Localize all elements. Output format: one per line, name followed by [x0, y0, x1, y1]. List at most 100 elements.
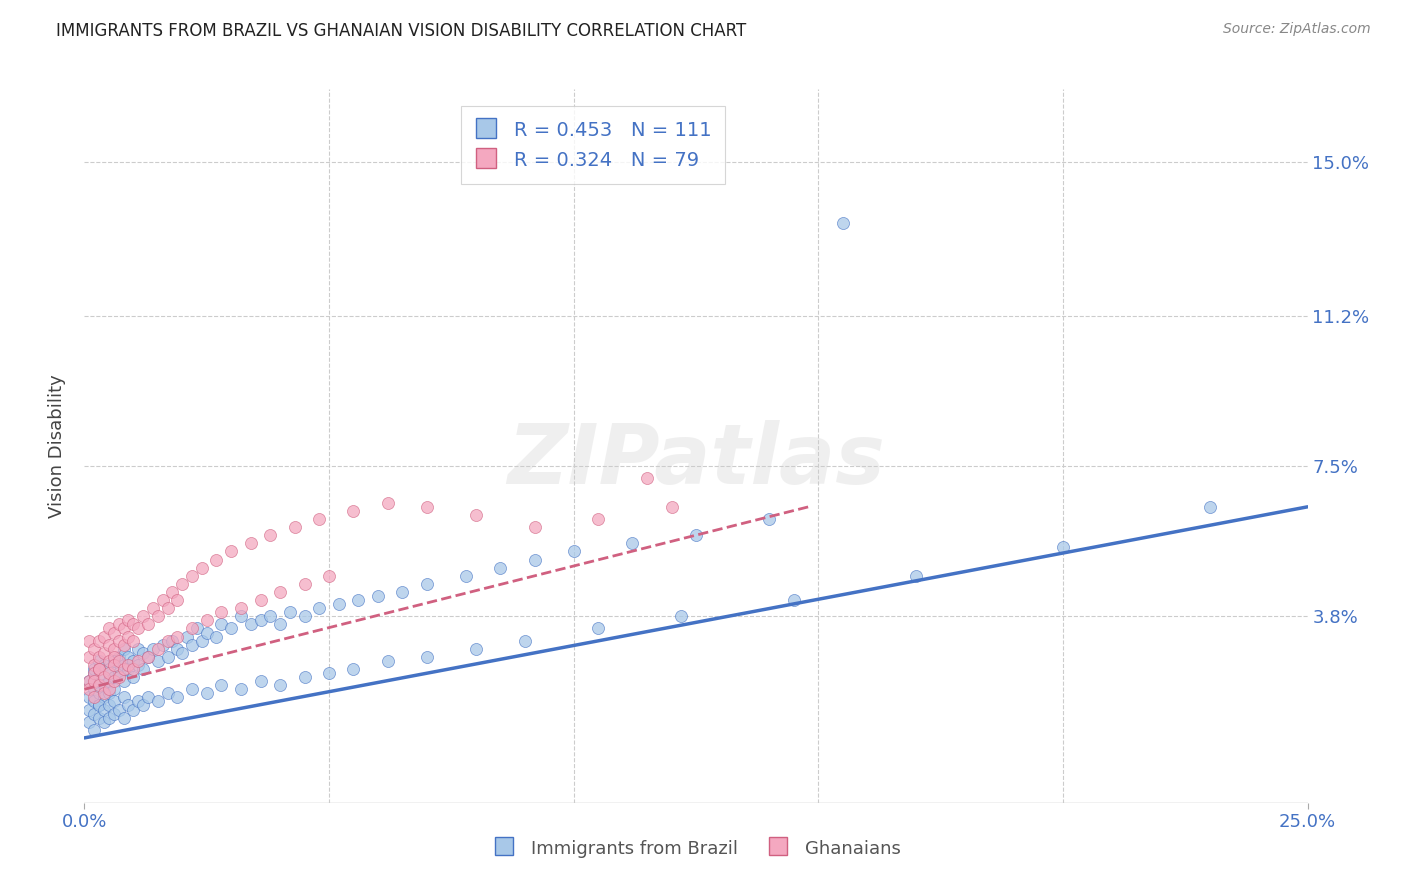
Point — [83, 690, 105, 705]
Point — [685, 528, 707, 542]
Point — [562, 544, 585, 558]
Point — [186, 622, 208, 636]
Text: ZIPatlas: ZIPatlas — [508, 420, 884, 500]
Point — [117, 630, 139, 644]
Point — [391, 585, 413, 599]
Point — [107, 654, 129, 668]
Point — [586, 622, 609, 636]
Point — [97, 622, 120, 636]
Point — [97, 638, 120, 652]
Point — [162, 633, 184, 648]
Point — [97, 698, 120, 713]
Point — [87, 654, 110, 668]
Point — [146, 609, 169, 624]
Point — [83, 657, 105, 672]
Point — [112, 638, 135, 652]
Point — [136, 617, 159, 632]
Point — [209, 678, 232, 692]
Point — [142, 641, 165, 656]
Point — [1198, 500, 1220, 514]
Point — [162, 585, 184, 599]
Text: Source: ZipAtlas.com: Source: ZipAtlas.com — [1223, 22, 1371, 37]
Point — [87, 633, 110, 648]
Point — [489, 560, 512, 574]
Point — [156, 633, 179, 648]
Point — [156, 686, 179, 700]
Point — [195, 613, 218, 627]
Point — [831, 216, 853, 230]
Point — [107, 617, 129, 632]
Point — [416, 577, 439, 591]
Point — [77, 702, 100, 716]
Point — [83, 723, 105, 737]
Point — [97, 662, 120, 676]
Point — [239, 536, 262, 550]
Point — [191, 633, 214, 648]
Point — [107, 633, 129, 648]
Text: IMMIGRANTS FROM BRAZIL VS GHANAIAN VISION DISABILITY CORRELATION CHART: IMMIGRANTS FROM BRAZIL VS GHANAIAN VISIO… — [56, 22, 747, 40]
Point — [132, 646, 155, 660]
Point — [87, 698, 110, 713]
Point — [112, 622, 135, 636]
Point — [93, 657, 115, 672]
Point — [259, 609, 281, 624]
Point — [83, 706, 105, 721]
Point — [136, 690, 159, 705]
Point — [87, 686, 110, 700]
Point — [146, 641, 169, 656]
Point — [136, 649, 159, 664]
Point — [83, 674, 105, 689]
Point — [117, 649, 139, 664]
Point — [77, 633, 100, 648]
Point — [97, 674, 120, 689]
Point — [278, 605, 301, 619]
Point — [342, 662, 364, 676]
Point — [416, 649, 439, 664]
Point — [77, 690, 100, 705]
Point — [195, 686, 218, 700]
Point — [318, 568, 340, 582]
Point — [103, 670, 125, 684]
Point — [127, 694, 149, 708]
Point — [636, 471, 658, 485]
Point — [97, 654, 120, 668]
Point — [103, 649, 125, 664]
Point — [103, 625, 125, 640]
Point — [122, 702, 145, 716]
Point — [142, 601, 165, 615]
Point — [205, 552, 228, 566]
Point — [156, 601, 179, 615]
Point — [783, 593, 806, 607]
Point — [249, 674, 271, 689]
Point — [454, 568, 477, 582]
Point — [117, 657, 139, 672]
Point — [176, 630, 198, 644]
Point — [97, 682, 120, 697]
Point — [77, 674, 100, 689]
Point — [87, 662, 110, 676]
Point — [112, 711, 135, 725]
Point — [87, 649, 110, 664]
Point — [294, 577, 316, 591]
Point — [146, 694, 169, 708]
Point — [83, 666, 105, 681]
Point — [93, 630, 115, 644]
Point — [146, 654, 169, 668]
Point — [136, 649, 159, 664]
Point — [93, 678, 115, 692]
Point — [152, 593, 174, 607]
Point — [219, 544, 242, 558]
Point — [308, 512, 330, 526]
Point — [132, 698, 155, 713]
Point — [586, 512, 609, 526]
Point — [103, 706, 125, 721]
Point — [93, 690, 115, 705]
Point — [172, 646, 194, 660]
Point — [83, 682, 105, 697]
Point — [318, 666, 340, 681]
Point — [87, 711, 110, 725]
Point — [97, 666, 120, 681]
Point — [294, 670, 316, 684]
Point — [122, 662, 145, 676]
Point — [172, 577, 194, 591]
